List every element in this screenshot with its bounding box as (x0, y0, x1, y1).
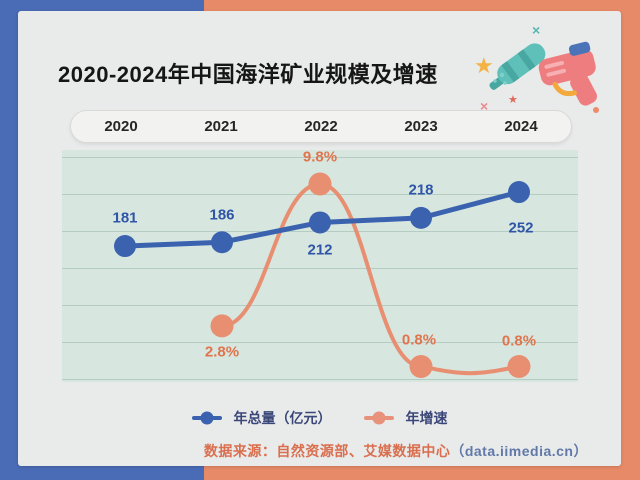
infographic-card: 2020-2024年中国海洋矿业规模及增速 × ★ ★ × 2020 2021 (18, 11, 621, 466)
chart-legend: 年总量（亿元） 年增速 (18, 408, 621, 428)
point-growth-2024 (507, 354, 531, 378)
point-growth-2022 (308, 172, 332, 196)
year-label-2024: 2024 (504, 118, 538, 135)
legend-item-growth: 年增速 (363, 408, 448, 428)
point-growth-2023 (409, 354, 433, 378)
legend-label-growth: 年增速 (405, 410, 448, 426)
value-label-growth-2023: 0.8% (401, 331, 437, 349)
sparkle-cross-pink-icon: × (480, 98, 488, 114)
point-total-2024 (508, 181, 530, 204)
year-label-2022: 2022 (304, 118, 338, 135)
chart-plot-area: 181 186 212 218 252 2.8% 9.8% 0.8% 0.8% (62, 150, 578, 382)
value-label-total-2023: 218 (408, 181, 434, 199)
blue-line-marker-icon (191, 416, 222, 420)
star-small-icon: ★ (508, 94, 518, 106)
dot-decoration-icon (593, 107, 599, 113)
gridline (62, 157, 578, 158)
decoration-illustration: × ★ ★ × (474, 22, 599, 114)
point-total-2022 (309, 211, 331, 234)
point-total-2021 (211, 231, 233, 254)
legend-label-total: 年总量（亿元） (233, 410, 332, 426)
gridline (62, 379, 578, 380)
orange-line-marker-icon (363, 416, 394, 420)
data-source: 数据来源：自然资源部、艾媒数据中心（data.iimedia.cn） (204, 441, 588, 461)
point-growth-2021 (210, 314, 234, 338)
value-label-growth-2024: 0.8% (501, 332, 537, 350)
year-label-2021: 2021 (204, 118, 238, 135)
source-text: 数据来源：自然资源部、艾媒数据中心 (203, 443, 451, 459)
value-label-total-2024: 252 (508, 219, 534, 237)
value-label-total-2022: 212 (307, 241, 333, 259)
legend-item-total: 年总量（亿元） (191, 408, 332, 428)
point-total-2020 (114, 235, 136, 258)
year-label-2020: 2020 (104, 118, 138, 135)
value-label-growth-2022: 9.8% (302, 150, 338, 166)
star-icon: ★ (474, 53, 494, 78)
line-chart (114, 172, 531, 378)
value-label-total-2021: 186 (209, 206, 235, 224)
water-gun-icon (489, 41, 597, 106)
source-url: （data.iimedia.cn） (450, 443, 588, 459)
point-total-2023 (410, 206, 432, 229)
growth-line (221, 181, 520, 376)
gridline (62, 305, 578, 306)
value-label-total-2020: 181 (112, 209, 138, 227)
gridline (62, 342, 578, 343)
sparkle-cross-teal-icon: × (532, 22, 540, 38)
gridline (62, 268, 578, 269)
year-label-2023: 2023 (404, 118, 438, 135)
year-axis: 2020 2021 2022 2023 2024 (70, 110, 572, 143)
value-label-growth-2021: 2.8% (204, 343, 240, 361)
water-drops-icon (493, 72, 507, 85)
page-title: 2020-2024年中国海洋矿业规模及增速 (58, 62, 438, 87)
